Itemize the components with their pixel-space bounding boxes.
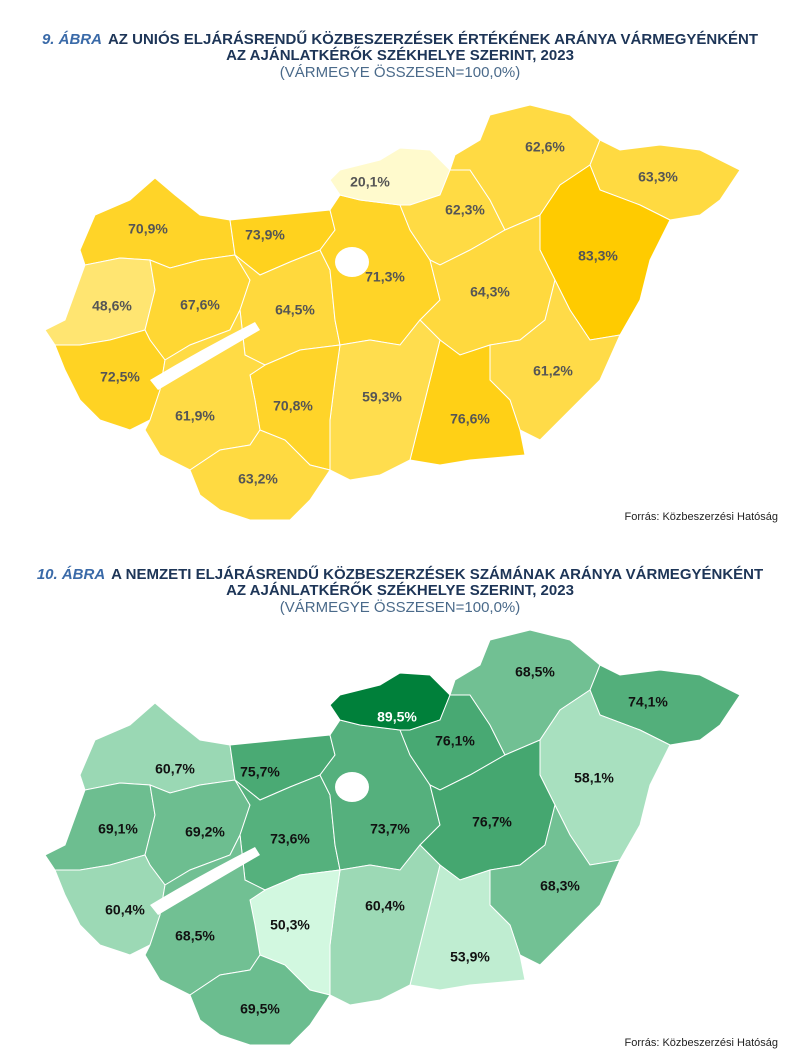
lake-balaton [150,322,260,390]
map-title: 10. ÁBRA A NEMZETI ELJÁRÁSRENDŰ KÖZBESZER… [37,565,763,583]
county [189,429,331,521]
region-label: 71,3% [365,269,405,285]
region-label: 76,1% [435,733,475,749]
region-label: 76,7% [472,814,512,830]
region-label: 64,5% [275,302,315,318]
map-title: 9. ÁBRA AZ UNIÓS ELJÁRÁSRENDŰ KÖZBESZERZÉ… [42,30,758,48]
figure-label: 9. ÁBRA [42,31,102,48]
region-label: 69,2% [185,824,225,840]
title-text: AZ UNIÓS ELJÁRÁSRENDŰ KÖZBESZERZÉSEK ÉRT… [108,30,758,48]
region-label: 83,3% [578,248,618,264]
budapest [335,247,369,277]
region-label: 50,3% [270,917,310,933]
region-label: 70,8% [273,398,313,414]
region-label: 58,1% [574,770,614,786]
region-label: 72,5% [100,369,140,385]
region-label: 74,1% [628,694,668,710]
region-label: 60,4% [365,898,405,914]
region-label: 61,2% [533,363,573,379]
region-label: 62,3% [445,202,485,218]
region-label: 59,3% [362,389,402,405]
source: Forrás: Közbeszerzési Hatóság [625,1037,778,1049]
title-text: A NEMZETI ELJÁRÁSRENDŰ KÖZBESZERZÉSEK SZ… [111,565,763,583]
region-label: 63,3% [638,169,678,185]
region-label: 68,5% [175,928,215,944]
region-label: 60,7% [155,761,195,777]
title-line2: AZ AJÁNLATKÉRŐK SZÉKHELYE SZERINT, 2023 [226,46,574,64]
region-label: 67,6% [180,297,220,313]
county [329,147,451,206]
region-label: 20,1% [350,174,390,190]
region-label: 73,9% [245,227,285,243]
region-label: 68,5% [515,664,555,680]
map: 60,7% 75,7% 69,1% 69,2% 73,6% 73,7% 89,5% 76,1%… [44,629,741,1046]
region-label: 62,6% [525,139,565,155]
title-line2: AZ AJÁNLATKÉRŐK SZÉKHELYE SZERINT, 2023 [226,581,574,599]
region-label: 89,5% [377,709,417,725]
subtitle: (VÁRMEGYE ÖSSZESEN=100,0%) [280,63,521,81]
source: Forrás: Közbeszerzési Hatóság [625,511,778,523]
county [189,954,331,1046]
subtitle: (VÁRMEGYE ÖSSZESEN=100,0%) [280,598,521,616]
region-label: 69,1% [98,821,138,837]
figure-label: 10. ÁBRA [37,566,105,583]
region-label: 60,4% [105,902,145,918]
region-label: 73,7% [370,821,410,837]
region-label: 53,9% [450,949,490,965]
region-label: 68,3% [540,878,580,894]
region-label: 48,6% [92,298,132,314]
budapest [335,772,369,802]
lake-balaton [150,847,260,915]
region-label: 61,9% [175,408,215,424]
region-label: 70,9% [128,221,168,237]
region-label: 63,2% [238,471,278,487]
region-label: 76,6% [450,411,490,427]
region-label: 73,6% [270,831,310,847]
region-label: 75,7% [240,764,280,780]
region-label: 69,5% [240,1001,280,1017]
map: 70,9% 73,9% 48,6% 67,6% 64,5% 71,3% 20,1% 62,3%… [44,104,741,521]
county [79,702,236,794]
region-label: 64,3% [470,284,510,300]
county [329,672,451,731]
